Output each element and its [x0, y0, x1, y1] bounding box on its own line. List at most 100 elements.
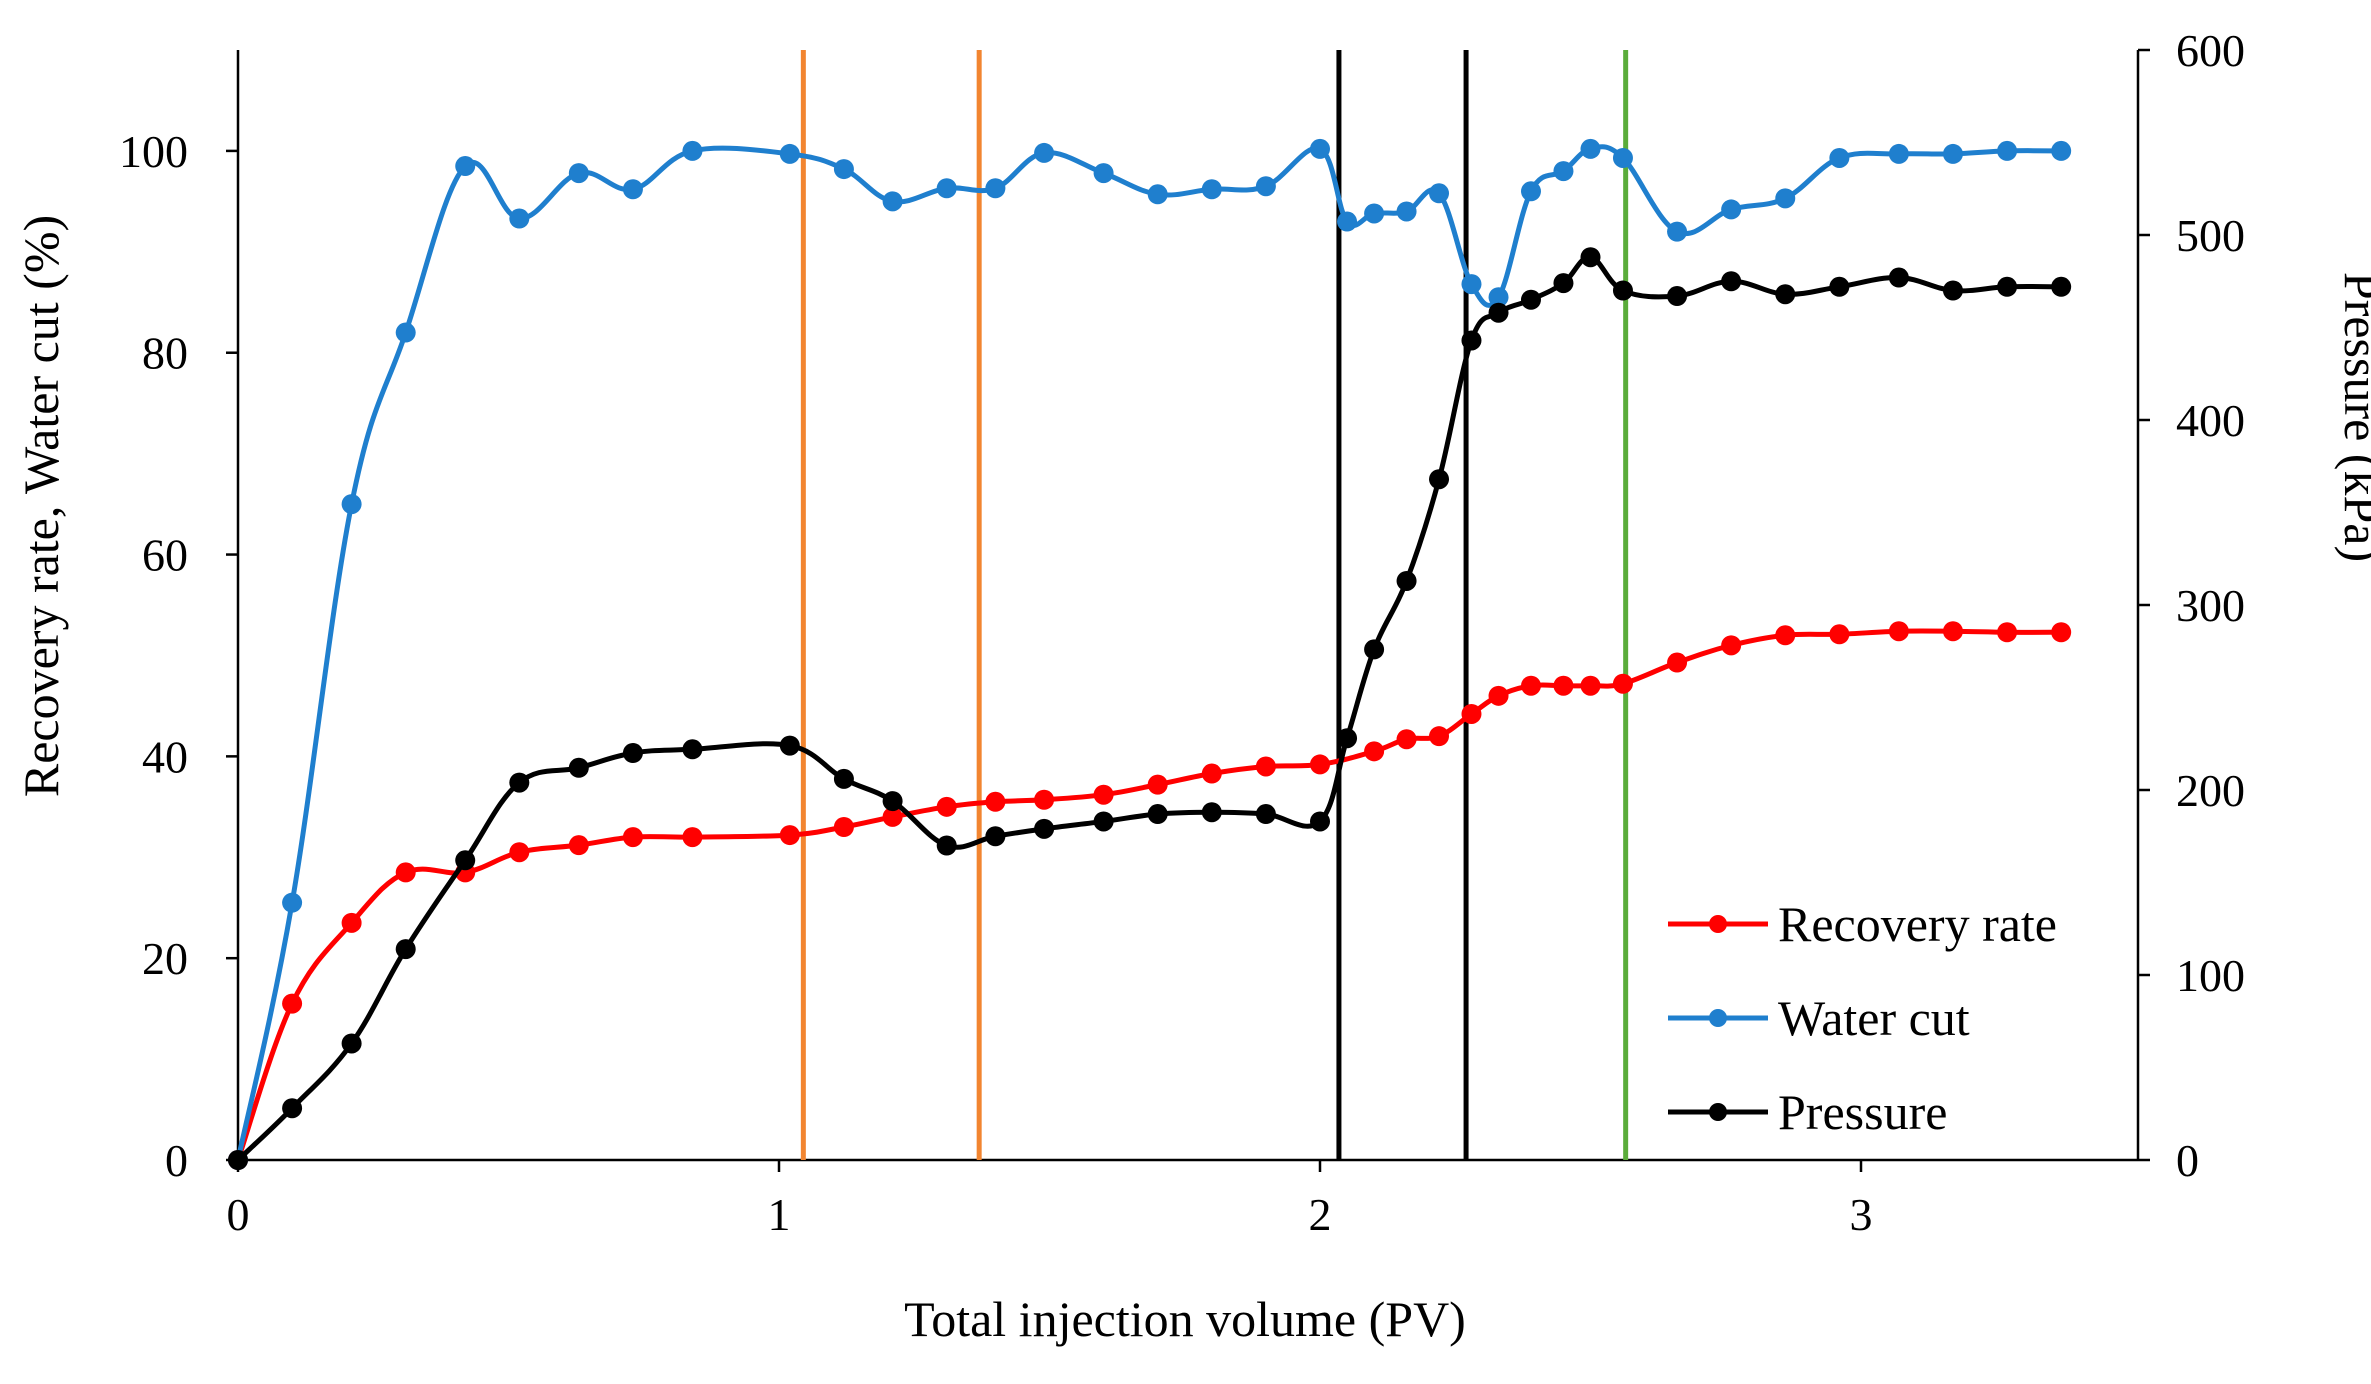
series-point-recovery-rate [395, 862, 416, 883]
series-point-water-cut [568, 163, 589, 184]
series-point-recovery-rate [622, 827, 643, 848]
series-point-recovery-rate [1520, 675, 1541, 696]
series-point-recovery-rate [341, 912, 362, 933]
y-tick-label: 100 [119, 126, 188, 177]
x-axis-title: Total injection volume (PV) [904, 1291, 1466, 1347]
series-point-pressure [1488, 302, 1509, 323]
series-point-water-cut [1337, 211, 1358, 232]
series-point-recovery-rate [1034, 789, 1055, 810]
series-point-recovery-rate [882, 806, 903, 827]
series-point-recovery-rate [1201, 763, 1222, 784]
y2-tick-label: 0 [2176, 1135, 2199, 1186]
series-point-recovery-rate [1829, 624, 1850, 645]
series-point-pressure [1580, 247, 1601, 268]
series-point-pressure [1396, 570, 1417, 591]
series-point-water-cut [779, 143, 800, 164]
y2-tick-label: 200 [2176, 765, 2245, 816]
series-point-water-cut [1580, 138, 1601, 159]
series-point-water-cut [1888, 143, 1909, 164]
series-point-recovery-rate [779, 825, 800, 846]
series-point-pressure [341, 1033, 362, 1054]
series-point-pressure [1364, 639, 1385, 660]
series-point-water-cut [833, 159, 854, 180]
series-point-recovery-rate [833, 817, 854, 837]
series-point-pressure [1520, 289, 1541, 310]
series-point-water-cut [1461, 274, 1482, 295]
series-point-water-cut [455, 156, 476, 177]
y-tick-label: 20 [142, 933, 188, 984]
series-point-pressure [1997, 276, 2018, 297]
series-point-pressure [1093, 811, 1114, 832]
series-point-pressure [1034, 818, 1055, 839]
y-tick-label: 40 [142, 731, 188, 782]
series-point-water-cut [1396, 201, 1417, 222]
series-point-pressure [936, 835, 957, 856]
series-point-recovery-rate [2051, 622, 2072, 643]
series-point-water-cut [1147, 184, 1168, 205]
series-point-pressure [833, 768, 854, 789]
series-point-water-cut [1829, 147, 1850, 168]
series-point-pressure [1612, 280, 1633, 301]
series-point-water-cut [1997, 140, 2018, 161]
y2-tick-label: 600 [2176, 25, 2245, 76]
series-point-recovery-rate [1942, 621, 1963, 642]
series-point-pressure [1337, 728, 1358, 749]
series-point-pressure [882, 791, 903, 812]
series-point-pressure [1553, 273, 1574, 294]
series-line-pressure [236, 254, 2062, 1162]
series-point-water-cut [1429, 183, 1450, 204]
series-point-water-cut [341, 494, 362, 515]
series-point-pressure [2051, 276, 2072, 297]
series-point-recovery-rate [936, 796, 957, 817]
series-point-recovery-rate [1461, 703, 1482, 724]
series-point-water-cut [682, 140, 703, 161]
series-point-water-cut [1201, 179, 1222, 200]
x-tick-label: 2 [1309, 1189, 1332, 1240]
series-point-water-cut [1093, 163, 1114, 184]
series-point-recovery-rate [1888, 621, 1909, 642]
series-point-pressure [1942, 280, 1963, 301]
series-point-water-cut [1721, 199, 1742, 220]
legend-label-recovery-rate: Recovery rate [1778, 896, 2057, 952]
series-point-recovery-rate [1488, 685, 1509, 706]
series-point-pressure [1721, 271, 1742, 292]
legend-label-water-cut: Water cut [1778, 990, 1970, 1046]
series-point-pressure [1775, 284, 1796, 305]
series-point-water-cut [1667, 221, 1688, 242]
series-point-pressure [1147, 804, 1168, 825]
series-point-recovery-rate [1997, 622, 2018, 643]
y-tick-label: 80 [142, 328, 188, 379]
y2-tick-label: 300 [2176, 580, 2245, 631]
series-point-pressure [1310, 811, 1330, 832]
series-point-recovery-rate [682, 827, 703, 848]
series-point-pressure [282, 1098, 303, 1119]
series-point-water-cut [882, 191, 903, 212]
series-point-recovery-rate [1396, 729, 1417, 750]
series-point-pressure [1461, 330, 1482, 351]
series-point-water-cut [1520, 181, 1541, 202]
series-point-recovery-rate [1255, 756, 1276, 777]
series-point-pressure [1201, 802, 1222, 823]
series-point-recovery-rate [1310, 754, 1330, 775]
series-point-recovery-rate [985, 791, 1006, 812]
series-point-recovery-rate [1612, 673, 1633, 694]
series-point-pressure [1829, 276, 1850, 297]
legend-marker-recovery-rate [1709, 915, 1727, 933]
x-tick-label: 0 [227, 1189, 250, 1240]
y-tick-label: 0 [165, 1135, 188, 1186]
y2-tick-label: 500 [2176, 210, 2245, 261]
series-point-pressure [622, 743, 643, 763]
series-point-water-cut [622, 179, 643, 200]
series-point-water-cut [282, 892, 303, 913]
y2-tick-label: 400 [2176, 395, 2245, 446]
x-tick-label: 3 [1850, 1189, 1873, 1240]
series-point-recovery-rate [1093, 784, 1114, 805]
series-point-water-cut [1553, 161, 1574, 182]
series-point-recovery-rate [1667, 652, 1688, 673]
series-point-water-cut [1034, 142, 1055, 163]
y-axis-title: Recovery rate, Water cut (%) [13, 215, 69, 797]
series-point-pressure [395, 939, 416, 960]
series-point-water-cut [1775, 188, 1796, 209]
